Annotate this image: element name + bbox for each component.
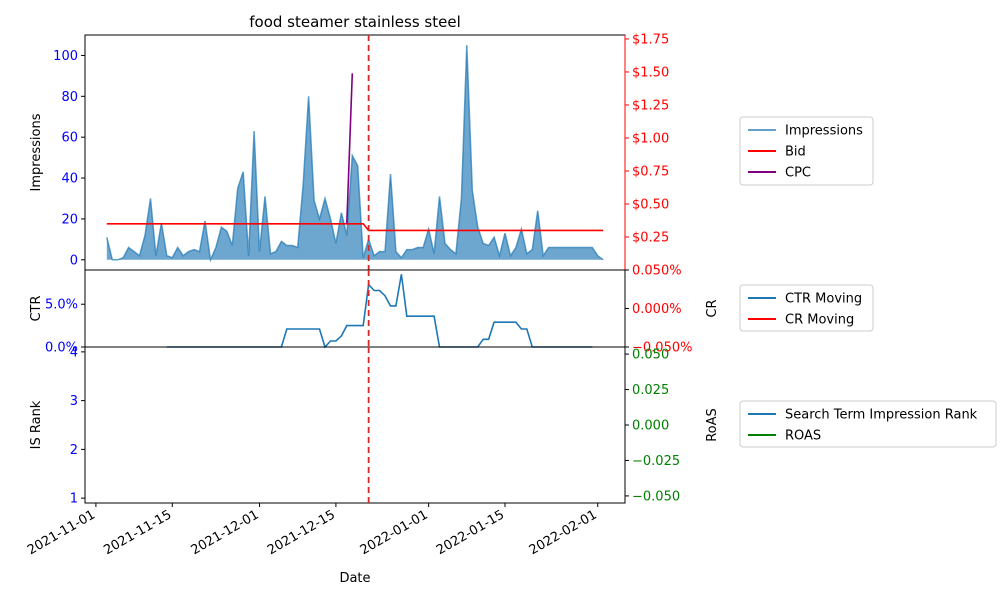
top-right-tick-label: $1.00 <box>632 131 669 146</box>
bottom-left-tick-label: 4 <box>70 345 78 360</box>
chart-title: food steamer stainless steel <box>249 13 461 31</box>
middle-right-tick-label: −0.050% <box>632 341 692 356</box>
bottom-left-tick-label: 2 <box>70 443 78 458</box>
middle-left-axis-label: CTR <box>29 295 44 321</box>
top-right-tick-label: $1.75 <box>632 32 669 47</box>
bottom-left-axis-label: IS Rank <box>29 400 44 449</box>
middle-panel-frame <box>84 269 626 348</box>
bottom-panel-frame <box>84 346 626 504</box>
x-tick-label: 2022-01-15 <box>434 507 507 558</box>
x-tick-label: 2021-12-15 <box>265 507 338 558</box>
top-left-axis-label: Impressions <box>29 113 44 191</box>
bottom-legend-label: ROAS <box>785 429 821 444</box>
top-left-tick-label: 20 <box>61 212 78 227</box>
bid-line <box>106 223 604 232</box>
ctr-moving-line <box>166 274 593 349</box>
top-left-tick-label: 80 <box>61 90 78 105</box>
middle-right-tick-label: 0.050% <box>632 264 682 279</box>
middle-left-tick-label: 5.0% <box>45 298 78 313</box>
top-legend-label: CPC <box>785 166 811 181</box>
top-left-tick-label: 40 <box>61 172 78 187</box>
top-right-tick-label: $0.75 <box>632 164 669 179</box>
top-legend-label: Bid <box>785 145 806 160</box>
top-left-tick-label: 100 <box>53 49 78 64</box>
impressions-area <box>106 45 604 260</box>
top-right-tick-label: $1.25 <box>632 98 669 113</box>
x-tick-label: 2021-11-15 <box>101 507 174 558</box>
cpc-line <box>346 73 354 224</box>
bottom-right-axis-label: RoAS <box>705 408 720 442</box>
bottom-legend-box <box>739 400 997 448</box>
bottom-right-tick-label: −0.050 <box>632 489 680 504</box>
bottom-left-tick-label: 3 <box>70 394 78 409</box>
impressions-line <box>106 45 604 263</box>
middle-legend-label: CTR Moving <box>785 292 862 307</box>
top-left-tick-label: 60 <box>61 131 78 146</box>
middle-right-tick-label: 0.000% <box>632 302 682 317</box>
x-tick-label: 2021-11-01 <box>25 507 98 558</box>
middle-right-axis-label: CR <box>705 299 720 317</box>
middle-legend-label: CR Moving <box>785 313 854 328</box>
top-legend-box <box>739 116 874 186</box>
x-tick-label: 2021-12-01 <box>189 507 262 558</box>
top-right-tick-label: $0.25 <box>632 230 669 245</box>
middle-left-tick-label: 0.0% <box>45 341 78 356</box>
x-tick-label: 2022-01-01 <box>358 507 431 558</box>
bottom-right-tick-label: 0.025 <box>632 383 669 398</box>
x-tick-label: 2022-02-01 <box>527 507 600 558</box>
x-axis-label: Date <box>339 571 370 586</box>
top-right-tick-label: $0.50 <box>632 197 669 212</box>
top-right-tick-label: $1.50 <box>632 65 669 80</box>
bottom-right-tick-label: −0.025 <box>632 454 680 469</box>
bottom-right-tick-label: 0.050 <box>632 348 669 363</box>
top-left-tick-label: 0 <box>70 253 78 268</box>
top-legend-label: Impressions <box>785 124 863 139</box>
bottom-right-tick-label: 0.000 <box>632 419 669 434</box>
bottom-left-tick-label: 1 <box>70 492 78 507</box>
bottom-legend-label: Search Term Impression Rank <box>785 408 978 423</box>
